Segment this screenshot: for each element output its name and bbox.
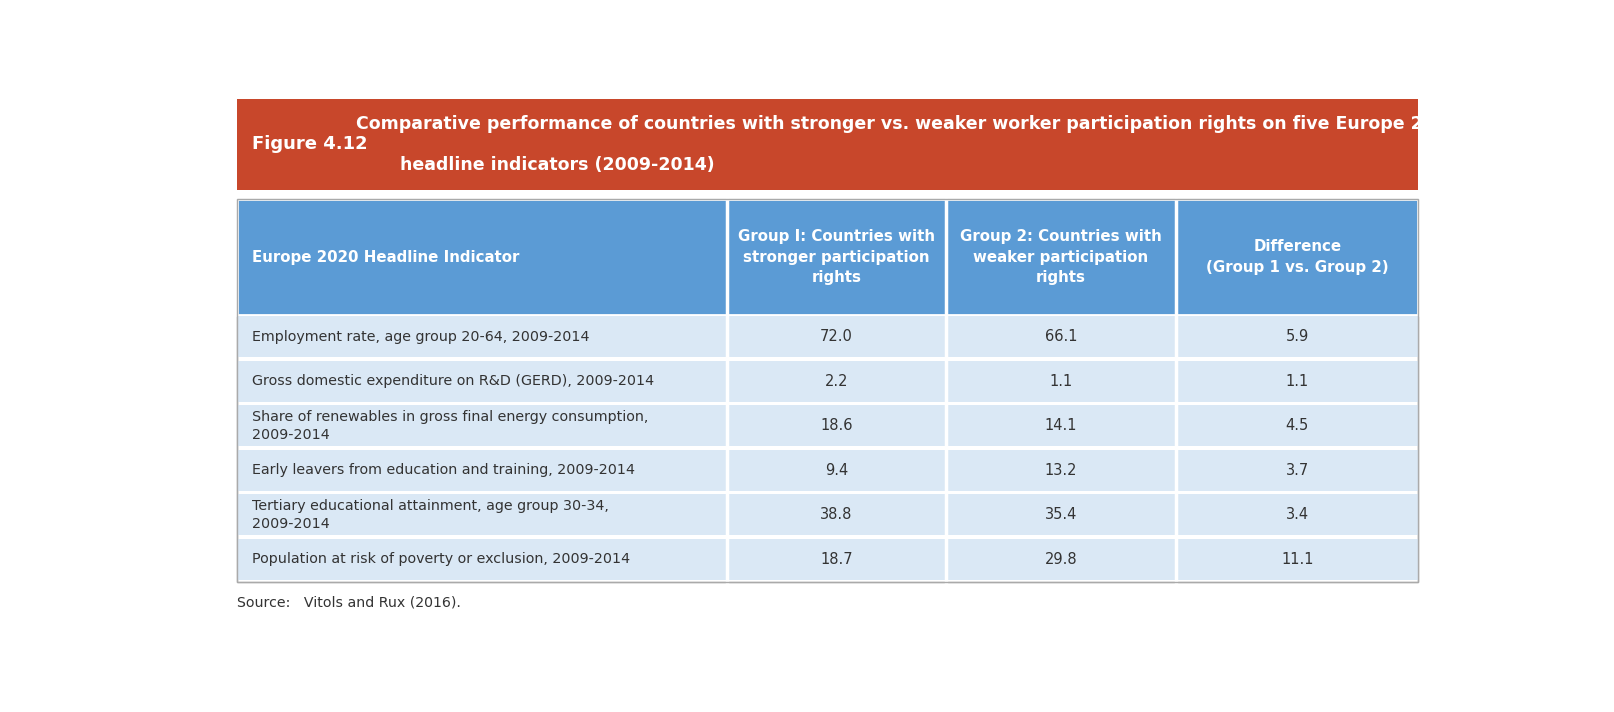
FancyBboxPatch shape <box>1175 539 1417 580</box>
Text: 29.8: 29.8 <box>1044 552 1077 567</box>
FancyBboxPatch shape <box>946 361 1175 402</box>
Text: 18.6: 18.6 <box>820 419 852 434</box>
FancyBboxPatch shape <box>237 539 726 580</box>
FancyBboxPatch shape <box>1175 199 1417 315</box>
Text: 38.8: 38.8 <box>820 508 852 523</box>
FancyBboxPatch shape <box>726 361 946 402</box>
FancyBboxPatch shape <box>237 316 726 357</box>
Text: 2.2: 2.2 <box>825 374 847 389</box>
FancyBboxPatch shape <box>1175 405 1417 446</box>
FancyBboxPatch shape <box>1175 450 1417 491</box>
FancyBboxPatch shape <box>726 316 946 357</box>
FancyBboxPatch shape <box>237 199 726 315</box>
Text: 1.1: 1.1 <box>1049 374 1072 389</box>
Text: Figure 4.12: Figure 4.12 <box>252 135 368 153</box>
FancyBboxPatch shape <box>726 199 946 315</box>
FancyBboxPatch shape <box>946 450 1175 491</box>
Text: 3.4: 3.4 <box>1285 508 1307 523</box>
Text: Source:   Vitols and Rux (2016).: Source: Vitols and Rux (2016). <box>237 595 460 609</box>
FancyBboxPatch shape <box>1175 316 1417 357</box>
Text: 13.2: 13.2 <box>1044 463 1077 478</box>
FancyBboxPatch shape <box>237 450 726 491</box>
Text: 35.4: 35.4 <box>1044 508 1077 523</box>
Text: Tertiary educational attainment, age group 30-34,
2009-2014: Tertiary educational attainment, age gro… <box>252 499 608 530</box>
FancyBboxPatch shape <box>946 199 1175 315</box>
FancyBboxPatch shape <box>726 494 946 535</box>
FancyBboxPatch shape <box>237 494 726 535</box>
FancyBboxPatch shape <box>946 405 1175 446</box>
FancyBboxPatch shape <box>237 405 726 446</box>
FancyBboxPatch shape <box>726 405 946 446</box>
Text: 66.1: 66.1 <box>1044 330 1077 345</box>
Text: Group I: Countries with
stronger participation
rights: Group I: Countries with stronger partici… <box>738 229 935 285</box>
FancyBboxPatch shape <box>237 99 1417 189</box>
FancyBboxPatch shape <box>946 316 1175 357</box>
FancyBboxPatch shape <box>237 361 726 402</box>
FancyBboxPatch shape <box>726 539 946 580</box>
FancyBboxPatch shape <box>946 494 1175 535</box>
Text: 14.1: 14.1 <box>1044 419 1077 434</box>
Text: Difference
(Group 1 vs. Group 2): Difference (Group 1 vs. Group 2) <box>1206 239 1388 275</box>
Text: 5.9: 5.9 <box>1285 330 1309 345</box>
FancyBboxPatch shape <box>1175 361 1417 402</box>
FancyBboxPatch shape <box>1175 494 1417 535</box>
FancyBboxPatch shape <box>237 199 1417 582</box>
Text: Employment rate, age group 20-64, 2009-2014: Employment rate, age group 20-64, 2009-2… <box>252 330 589 344</box>
Text: Early leavers from education and training, 2009-2014: Early leavers from education and trainin… <box>252 464 634 477</box>
Text: Share of renewables in gross final energy consumption,
2009-2014: Share of renewables in gross final energ… <box>252 410 647 441</box>
FancyBboxPatch shape <box>726 450 946 491</box>
Text: 72.0: 72.0 <box>820 330 852 345</box>
Text: 4.5: 4.5 <box>1285 419 1309 434</box>
Text: headline indicators (2009-2014): headline indicators (2009-2014) <box>399 156 713 174</box>
Text: Population at risk of poverty or exclusion, 2009-2014: Population at risk of poverty or exclusi… <box>252 553 629 566</box>
Text: Group 2: Countries with
weaker participation
rights: Group 2: Countries with weaker participa… <box>960 229 1160 285</box>
Text: 18.7: 18.7 <box>820 552 852 567</box>
Text: 11.1: 11.1 <box>1280 552 1312 567</box>
Text: Comparative performance of countries with stronger vs. weaker worker participati: Comparative performance of countries wit… <box>355 115 1457 132</box>
Text: Gross domestic expenditure on R&D (GERD), 2009-2014: Gross domestic expenditure on R&D (GERD)… <box>252 375 654 388</box>
Text: 1.1: 1.1 <box>1285 374 1309 389</box>
Text: Europe 2020 Headline Indicator: Europe 2020 Headline Indicator <box>252 249 520 265</box>
Text: 3.7: 3.7 <box>1285 463 1309 478</box>
FancyBboxPatch shape <box>946 539 1175 580</box>
Text: 9.4: 9.4 <box>825 463 847 478</box>
